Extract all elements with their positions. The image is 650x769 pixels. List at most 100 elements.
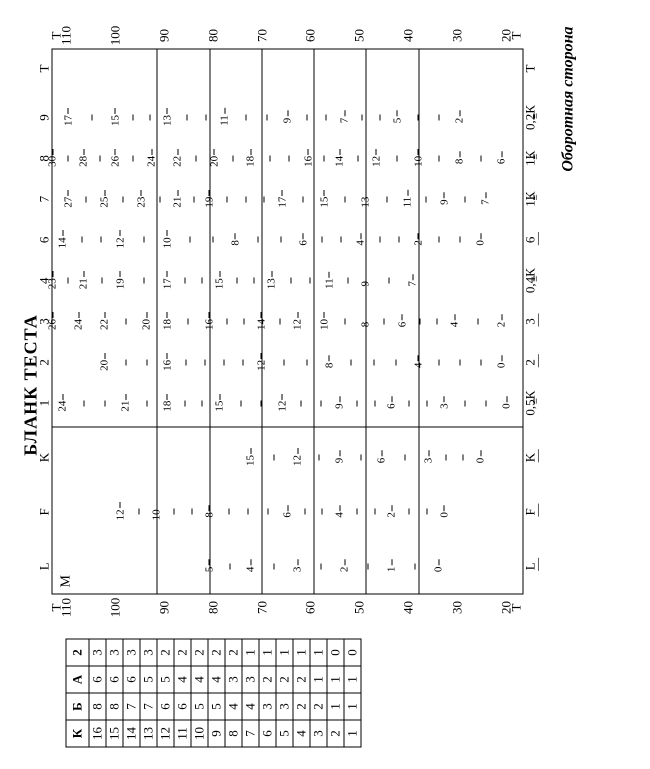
scale-point: 17: [162, 271, 172, 290]
scale-point: 8: [230, 233, 240, 247]
scale-point: 24: [146, 148, 156, 167]
scale-point: 12: [292, 312, 302, 331]
table-row: 5321: [276, 639, 293, 747]
scale-point: 3: [439, 396, 449, 410]
scale-point: 18: [162, 393, 172, 412]
scale-point: 0: [501, 396, 511, 410]
scale-point: 0: [433, 559, 443, 573]
left-axis: Т1101009080706050403020Т: [51, 594, 521, 620]
table-row: 15863: [106, 639, 123, 747]
scale-point: 18: [245, 148, 255, 167]
scale-point: 24: [57, 393, 67, 412]
scale-point: 11: [324, 271, 334, 290]
scale-point: 6: [397, 314, 407, 328]
scale-point: 6: [298, 233, 308, 247]
scale-point: 4: [413, 355, 423, 369]
table-row: 1110: [344, 639, 361, 747]
scale-point: 16: [204, 312, 214, 331]
scale-point: 5: [204, 559, 214, 573]
scale-point: 15: [245, 448, 255, 467]
scale-point: 25: [99, 189, 109, 208]
sex-label: М: [58, 575, 74, 587]
scale-point: 20: [209, 148, 219, 167]
scale-point: 5: [392, 110, 402, 124]
scale-point: 30: [47, 148, 57, 167]
scale-point: 6: [496, 151, 506, 165]
scale-point: 12: [371, 148, 381, 167]
table-row: 3211: [310, 639, 327, 747]
table-row: 11642: [174, 639, 191, 747]
scale-point: 27: [63, 189, 73, 208]
scale-point: 10: [162, 230, 172, 249]
scale-point: 7: [480, 192, 490, 206]
scale-point: 9: [439, 192, 449, 206]
ct-header: 2: [66, 639, 89, 666]
scale-point: 10: [151, 502, 161, 521]
scale-label-6: 6: [36, 236, 52, 243]
scale-point: 12: [256, 352, 266, 371]
scale-point: 10: [413, 148, 423, 167]
scale-point: 12: [115, 502, 125, 521]
scale-label-9: 9: [36, 114, 52, 121]
scale-point: 23: [47, 271, 57, 290]
scale-point: 15: [214, 393, 224, 412]
scale-point: 14: [334, 148, 344, 167]
correction-table: КБА2 16863158631476313753126521164210542…: [65, 638, 361, 747]
scale-point: 3: [292, 559, 302, 573]
right-axis: Т1101009080706050403020Т: [51, 22, 521, 48]
scale-point: 3: [423, 450, 433, 464]
scale-point: 2: [386, 505, 396, 519]
scale-point: 24: [73, 312, 83, 331]
scale-point: 11: [402, 189, 412, 208]
table-row: 4221: [293, 639, 310, 747]
scale-point: 6: [282, 505, 292, 519]
scale-label-T: Т: [36, 64, 52, 72]
table-row: 6321: [259, 639, 276, 747]
scale-label-L: L: [36, 562, 52, 570]
scale-point: 19: [115, 271, 125, 290]
scale-point: 2: [454, 110, 464, 124]
scale-point: 0: [439, 505, 449, 519]
scale-point: 15: [214, 271, 224, 290]
scale-point: 15: [110, 108, 120, 127]
scale-point: 26: [47, 312, 57, 331]
scale-point: 26: [110, 148, 120, 167]
scale-point: 14: [256, 312, 266, 331]
scale-point: 8: [360, 314, 370, 328]
scale-point: 21: [78, 271, 88, 290]
scale-point: 9: [360, 273, 370, 287]
scale-point: 9: [334, 396, 344, 410]
scale-point: 9: [282, 110, 292, 124]
scale-point: 20: [141, 312, 151, 331]
scale-label-7: 7: [36, 195, 52, 202]
scale-point: 6: [376, 450, 386, 464]
ct-header: Б: [66, 693, 89, 720]
scale-point: 23: [136, 189, 146, 208]
scale-point: 4: [245, 559, 255, 573]
scale-point: 7: [407, 273, 417, 287]
ct-header: А: [66, 666, 89, 693]
scale-point: 0: [496, 355, 506, 369]
scale-point: 17: [277, 189, 287, 208]
scale-point: 13: [360, 189, 370, 208]
scale-point: 6: [386, 396, 396, 410]
correction-table-wrap: КБА2 16863158631476313753126521164210542…: [65, 638, 361, 747]
scale-point: 21: [120, 393, 130, 412]
scale-point: 22: [172, 148, 182, 167]
scale-point: 14: [57, 230, 67, 249]
scale-point: 16: [162, 352, 172, 371]
scale-point: 12: [277, 393, 287, 412]
scale-point: 2: [413, 233, 423, 247]
scale-label-F: F: [36, 508, 52, 515]
scale-point: 4: [334, 505, 344, 519]
scale-point: 4: [449, 314, 459, 328]
scale-point: 13: [266, 271, 276, 290]
scale-point: 8: [454, 151, 464, 165]
ct-header: К: [66, 720, 89, 747]
scale-point: 12: [292, 448, 302, 467]
profile-grid: М LL543210FF121086420KK1512963010,5К2421…: [51, 48, 523, 594]
scale-point: 8: [204, 505, 214, 519]
scale-point: 11: [219, 108, 229, 127]
scale-point: 0: [475, 233, 485, 247]
table-row: 12652: [157, 639, 174, 747]
